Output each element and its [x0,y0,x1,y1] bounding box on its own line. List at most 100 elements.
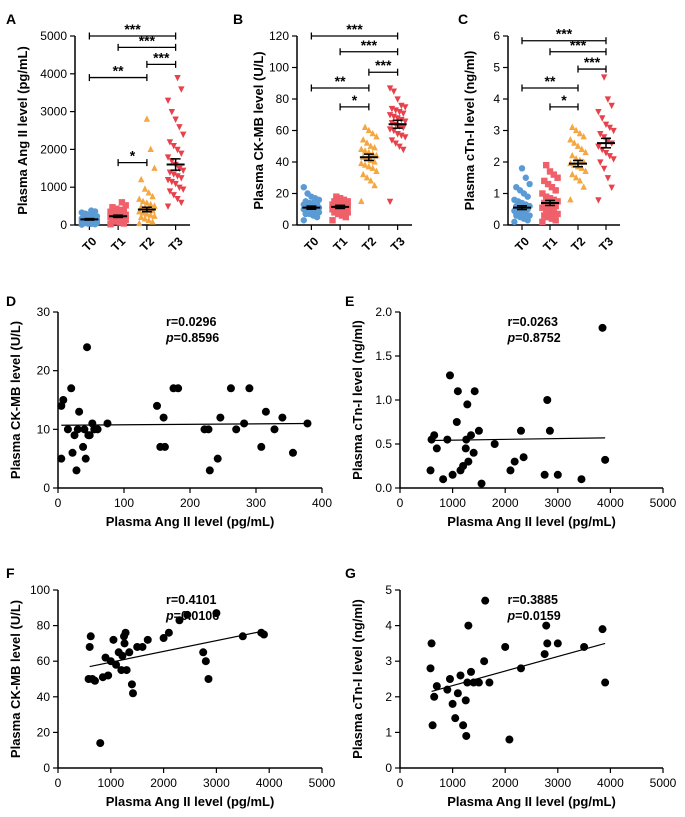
y-tick-label: 2 [493,155,500,169]
data-point [430,431,439,440]
data-point [388,137,396,144]
data-point [598,625,607,634]
data-point [574,142,582,149]
data-point [147,145,154,152]
data-point [367,142,374,149]
data-point [543,193,550,200]
data-point [510,457,519,466]
significance-label: *** [124,21,141,37]
data-point [540,470,549,479]
data-point [546,195,554,202]
data-point [552,187,559,194]
data-point [542,621,551,630]
data-point [373,167,380,175]
data-point [522,174,529,181]
significance-label: ** [113,63,124,79]
data-point [112,660,121,669]
data-point [168,109,176,116]
data-point [567,136,574,143]
data-point [338,212,346,219]
data-point [600,165,608,173]
x-tick-label: 5000 [650,496,677,510]
data-point [386,112,394,119]
data-point [245,384,254,393]
x-tick-label: 0 [55,776,62,790]
data-point [461,696,470,705]
data-point [109,204,116,211]
data-point [550,171,557,178]
data-point [452,418,461,426]
data-point [358,159,365,167]
data-point [439,475,448,484]
data-point [213,454,222,463]
data-point [159,634,168,643]
y-tick-label: 3000 [40,105,67,119]
data-point [212,609,221,618]
y-axis-title: Plasma CK-MB level (U/L) [251,51,266,209]
data-point [137,203,145,210]
data-point [550,209,557,216]
data-point [176,165,183,173]
data-point [371,181,378,189]
y-tick-label: 1.5 [375,349,392,363]
data-point [480,657,489,666]
data-point [474,426,483,435]
data-point [79,442,88,451]
data-point [501,642,510,651]
y-tick-label: 2 [385,690,392,704]
y-tick-label: 5 [493,61,500,75]
regression-line [431,437,606,442]
data-point [505,735,514,744]
panel-g: G 0 1 2 3 4 5 0 1000 2000 3000 4000 5000 Plasma Ang I… [345,565,677,809]
data-point [96,739,105,748]
y-tick-label: 5000 [40,29,67,43]
data-point [451,714,460,723]
data-point [170,171,177,178]
significance-label: * [130,148,136,164]
data-point [443,435,452,444]
x-tick-label: T1 [330,234,350,254]
data-point [432,444,441,453]
data-point [578,145,585,152]
data-point [85,642,94,651]
x-tick-label: 300 [246,496,266,510]
data-point [445,371,454,380]
significance-label: *** [139,32,156,48]
data-point [428,721,437,730]
y-tick-label: 60 [276,124,290,138]
y-tick-label: 6 [493,29,500,43]
panel-letter: A [6,11,16,27]
data-point [238,632,247,641]
x-tick-label: 5000 [650,776,677,790]
data-point [226,384,235,393]
x-tick-label: 3000 [544,496,571,510]
data-point [166,139,174,146]
x-axis-title: Plasma Ang II level (pg/mL) [106,794,275,809]
x-tick-label: 400 [312,496,332,510]
data-point [513,184,520,191]
data-point [373,133,380,140]
data-point [168,178,176,186]
y-tick-label: 20 [276,187,290,201]
data-point [553,639,562,648]
data-point [85,431,94,440]
data-point [606,124,613,132]
data-point [164,177,172,184]
x-axis-title: Plasma Ang II level (pg/mL) [106,514,275,529]
data-point [75,407,84,416]
data-point [166,188,174,195]
data-point [386,198,394,206]
x-tick-label: T3 [596,234,616,254]
x-tick-label: T1 [540,234,560,254]
data-point [164,203,172,210]
data-point [576,129,584,137]
y-tick-label: 0 [385,761,392,775]
y-tick-label: 40 [276,155,290,169]
data-point [93,425,102,434]
data-point [459,721,468,730]
data-point [569,151,576,159]
data-point [114,210,122,217]
data-point [137,175,145,183]
panel-letter: E [345,293,354,309]
data-point [426,466,435,475]
